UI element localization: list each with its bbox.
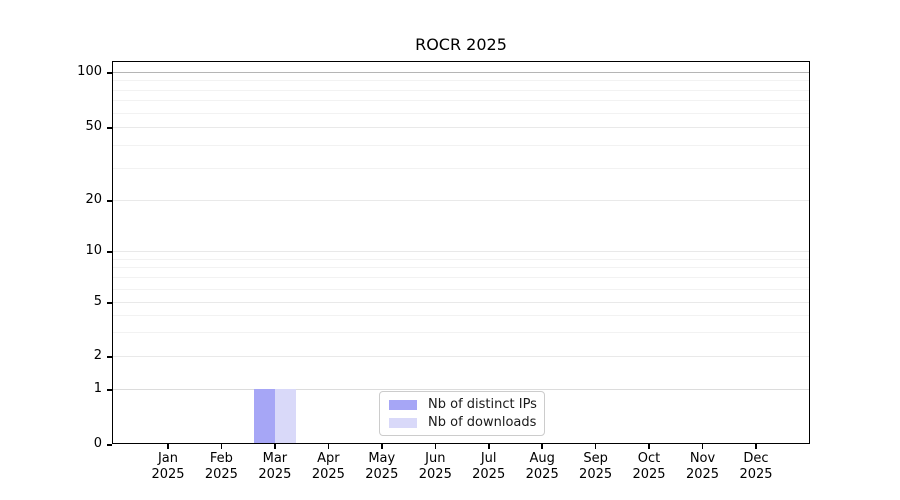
y-tick-label-0: 0: [93, 436, 102, 451]
y-tick-label-100: 100: [77, 64, 102, 79]
x-tick-label-oct: Oct 2025: [632, 451, 666, 482]
x-tick-mar: [274, 444, 276, 449]
x-tick-feb: [220, 444, 223, 449]
gridline-y-2: [113, 356, 809, 357]
x-tick-label-aug: Aug 2025: [525, 451, 559, 482]
x-tick-label-apr: Apr 2025: [311, 451, 345, 482]
gridline-y-90: [113, 80, 809, 81]
y-tick-label-10: 10: [85, 243, 102, 258]
x-tick-nov: [701, 444, 704, 449]
gridline-y-80: [113, 90, 809, 91]
gridline-y-60: [113, 113, 809, 114]
y-tick-label-20: 20: [85, 192, 102, 207]
x-tick-jun: [434, 444, 436, 449]
gridline-y-40: [113, 145, 809, 146]
gridline-y-5: [113, 302, 809, 303]
gridline-y-30: [113, 168, 809, 169]
y-tick-1: [107, 389, 112, 391]
legend-label-downloads: Nb of downloads: [428, 415, 537, 430]
x-tick-label-dec: Dec 2025: [739, 451, 773, 482]
x-tick-label-nov: Nov 2025: [685, 451, 720, 482]
bar-distinct-ips-mar: [253, 389, 275, 444]
gridline-y-8: [113, 267, 809, 268]
x-tick-aug: [541, 444, 543, 449]
gridline-y-50: [113, 127, 809, 128]
gridline-y-9: [113, 259, 809, 260]
y-tick-100: [107, 72, 112, 74]
y-tick-10: [107, 251, 112, 253]
gridline-y-6: [113, 289, 809, 290]
legend-swatch-distinct-ips: [389, 399, 417, 410]
y-tick-2: [107, 356, 112, 358]
x-tick-may: [381, 444, 383, 449]
legend: Nb of distinct IPs Nb of downloads: [379, 391, 545, 436]
y-tick-label-5: 5: [93, 294, 102, 309]
x-tick-sep: [594, 444, 597, 449]
plot-area: [112, 61, 810, 444]
y-tick-0: [107, 444, 112, 446]
y-tick-50: [107, 127, 112, 129]
x-tick-label-mar: Mar 2025: [258, 451, 292, 482]
x-tick-label-may: May 2025: [365, 451, 399, 482]
y-tick-label-50: 50: [85, 119, 102, 134]
legend-swatch-downloads: [389, 417, 417, 428]
gridline-y-4: [113, 315, 809, 316]
y-tick-5: [107, 302, 112, 304]
legend-entry-downloads: Nb of downloads: [389, 415, 537, 430]
x-tick-label-jan: Jan 2025: [151, 451, 185, 482]
bar-downloads-mar: [274, 389, 297, 444]
gridline-y-100: [113, 72, 809, 73]
gridline-y-20: [113, 200, 809, 201]
gridline-y-10: [113, 251, 809, 252]
gridline-y-7: [113, 277, 809, 278]
gridline-y-1: [113, 389, 809, 390]
x-tick-label-sep: Sep 2025: [579, 451, 613, 482]
legend-label-distinct-ips: Nb of distinct IPs: [428, 397, 537, 412]
legend-entry-distinct-ips: Nb of distinct IPs: [389, 397, 537, 412]
gridline-y-3: [113, 332, 809, 333]
x-tick-oct: [648, 444, 650, 449]
gridline-y-70: [113, 100, 809, 101]
x-tick-label-feb: Feb 2025: [204, 451, 238, 482]
y-tick-20: [107, 200, 112, 202]
x-tick-jul: [488, 444, 490, 449]
x-tick-jan: [167, 444, 169, 449]
y-tick-label-1: 1: [93, 381, 102, 396]
y-tick-label-2: 2: [93, 348, 102, 363]
x-tick-apr: [327, 444, 330, 449]
x-tick-dec: [755, 444, 757, 449]
chart-title: ROCR 2025: [415, 35, 507, 54]
x-tick-label-jun: Jun 2025: [418, 451, 452, 482]
x-tick-label-jul: Jul 2025: [472, 451, 506, 482]
